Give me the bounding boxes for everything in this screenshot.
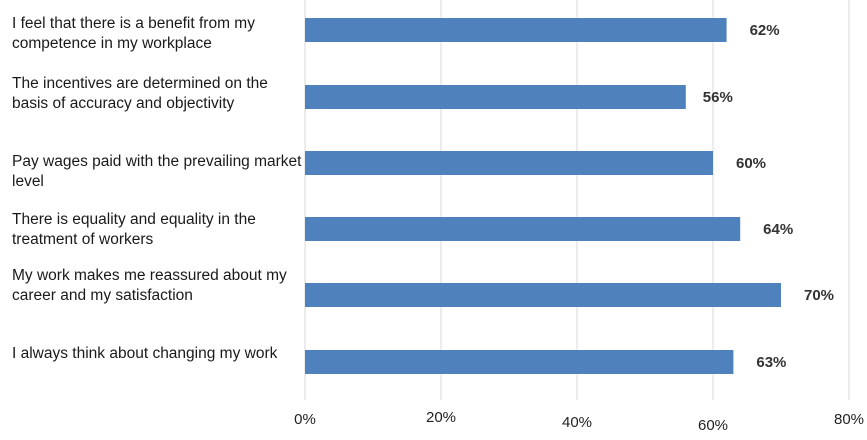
x-tick-label: 80%: [834, 411, 864, 428]
x-tick-label: 60%: [698, 417, 728, 434]
x-tick-label: 20%: [426, 409, 456, 426]
category-label: I feel that there is a benefit from my c…: [12, 15, 255, 52]
data-label: 63%: [756, 354, 786, 371]
category-label: My work makes me reassured about my care…: [12, 267, 287, 304]
category-label: There is equality and equality in the tr…: [12, 211, 256, 248]
bar: [305, 85, 686, 109]
category-label: Pay wages paid with the prevailing marke…: [12, 153, 302, 190]
x-tick-label: 40%: [562, 414, 592, 431]
data-label: 60%: [736, 155, 766, 172]
bar: [305, 283, 781, 307]
data-label: 62%: [750, 22, 780, 39]
x-tick-label: 0%: [294, 411, 316, 428]
category-label: The incentives are determined on the bas…: [12, 75, 268, 112]
bar: [305, 151, 713, 175]
data-label: 70%: [804, 287, 834, 304]
data-label: 56%: [703, 89, 733, 106]
bar: [305, 18, 727, 42]
category-label: I always think about changing my work: [12, 345, 278, 362]
bar: [305, 350, 734, 374]
bar: [305, 217, 741, 241]
data-label: 64%: [763, 221, 793, 238]
